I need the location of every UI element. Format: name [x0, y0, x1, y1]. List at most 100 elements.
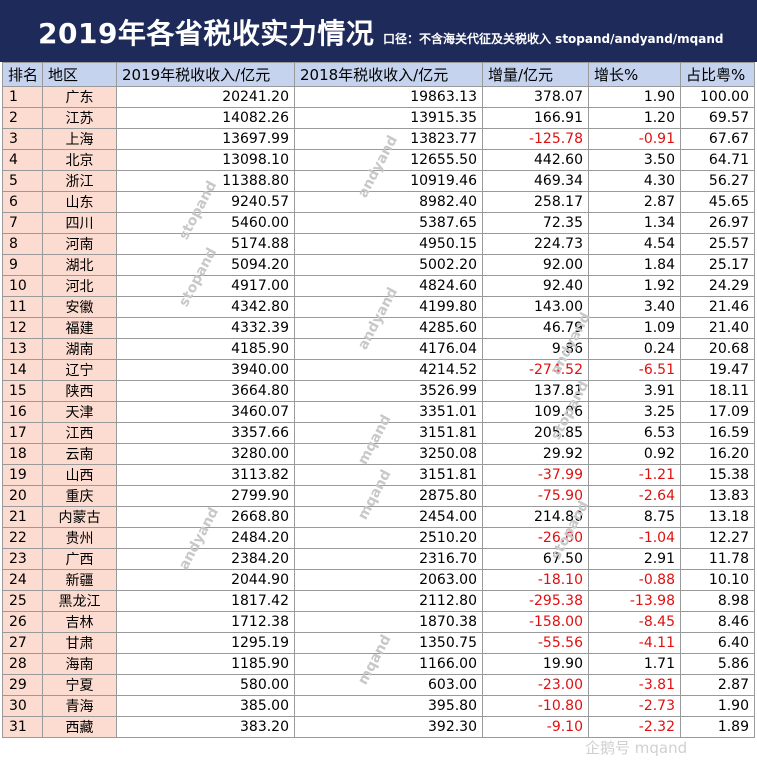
- increment-cell: 9.86: [482, 338, 589, 360]
- rank-cell: 17: [2, 422, 43, 444]
- growth-cell: 0.92: [588, 443, 681, 465]
- increment-cell: 72.35: [482, 212, 589, 234]
- table-row: 23 广西 2384.20 2316.70 67.50 2.91 11.78: [2, 548, 755, 570]
- growth-cell: 1.20: [588, 107, 681, 129]
- growth-cell: 1.92: [588, 275, 681, 297]
- region-cell: 上海: [42, 128, 117, 150]
- region-cell: 山西: [42, 464, 117, 486]
- revenue-2018-cell: 4176.04: [294, 338, 483, 360]
- revenue-2019-cell: 4332.39: [116, 317, 295, 339]
- revenue-2018-cell: 2510.20: [294, 527, 483, 549]
- rank-cell: 28: [2, 653, 43, 675]
- growth-cell: 1.90: [588, 86, 681, 108]
- table-row: 19 山西 3113.82 3151.81 -37.99 -1.21 15.38: [2, 464, 755, 486]
- increment-cell: -37.99: [482, 464, 589, 486]
- revenue-2018-cell: 4214.52: [294, 359, 483, 381]
- revenue-2019-cell: 5094.20: [116, 254, 295, 276]
- revenue-2018-cell: 13823.77: [294, 128, 483, 150]
- increment-cell: -158.00: [482, 611, 589, 633]
- share-cell: 13.18: [680, 506, 755, 528]
- share-cell: 12.27: [680, 527, 755, 549]
- revenue-2019-cell: 3357.66: [116, 422, 295, 444]
- rank-cell: 27: [2, 632, 43, 654]
- table-row: 15 陕西 3664.80 3526.99 137.81 3.91 18.11: [2, 380, 755, 402]
- revenue-2019-cell: 3113.82: [116, 464, 295, 486]
- rank-cell: 1: [2, 86, 43, 108]
- table-row: 14 辽宁 3940.00 4214.52 -274.52 -6.51 19.47: [2, 359, 755, 381]
- caliber-note: 口径：不含海关代征及关税收入 stopand/andyand/mqand: [383, 32, 724, 46]
- share-cell: 11.78: [680, 548, 755, 570]
- share-cell: 26.97: [680, 212, 755, 234]
- table-row: 31 西藏 383.20 392.30 -9.10 -2.32 1.89: [2, 716, 755, 738]
- increment-cell: 92.00: [482, 254, 589, 276]
- rank-cell: 15: [2, 380, 43, 402]
- increment-cell: 143.00: [482, 296, 589, 318]
- table-row: 4 北京 13098.10 12655.50 442.60 3.50 64.71: [2, 149, 755, 171]
- region-cell: 黑龙江: [42, 590, 117, 612]
- rank-cell: 16: [2, 401, 43, 423]
- rank-cell: 9: [2, 254, 43, 276]
- revenue-2019-cell: 5174.88: [116, 233, 295, 255]
- rank-cell: 14: [2, 359, 43, 381]
- revenue-2019-cell: 9240.57: [116, 191, 295, 213]
- share-cell: 1.90: [680, 695, 755, 717]
- share-cell: 15.38: [680, 464, 755, 486]
- growth-cell: -13.98: [588, 590, 681, 612]
- region-cell: 新疆: [42, 569, 117, 591]
- revenue-2019-cell: 3940.00: [116, 359, 295, 381]
- table-row: 1 广东 20241.20 19863.13 378.07 1.90 100.00: [2, 86, 755, 108]
- growth-cell: 1.34: [588, 212, 681, 234]
- rank-cell: 24: [2, 569, 43, 591]
- revenue-2018-cell: 2063.00: [294, 569, 483, 591]
- growth-cell: 1.09: [588, 317, 681, 339]
- share-cell: 24.29: [680, 275, 755, 297]
- table-row: 26 吉林 1712.38 1870.38 -158.00 -8.45 8.46: [2, 611, 755, 633]
- rank-cell: 12: [2, 317, 43, 339]
- table-row: 30 青海 385.00 395.80 -10.80 -2.73 1.90: [2, 695, 755, 717]
- increment-cell: 442.60: [482, 149, 589, 171]
- table-row: 28 海南 1185.90 1166.00 19.90 1.71 5.86: [2, 653, 755, 675]
- table-row: 10 河北 4917.00 4824.60 92.40 1.92 24.29: [2, 275, 755, 297]
- revenue-2018-cell: 19863.13: [294, 86, 483, 108]
- revenue-2019-cell: 5460.00: [116, 212, 295, 234]
- increment-cell: -274.52: [482, 359, 589, 381]
- revenue-2019-cell: 3460.07: [116, 401, 295, 423]
- rank-cell: 31: [2, 716, 43, 738]
- growth-cell: -2.64: [588, 485, 681, 507]
- share-cell: 69.57: [680, 107, 755, 129]
- growth-cell: -4.11: [588, 632, 681, 654]
- growth-cell: -3.81: [588, 674, 681, 696]
- rank-cell: 11: [2, 296, 43, 318]
- growth-cell: -1.04: [588, 527, 681, 549]
- share-cell: 2.87: [680, 674, 755, 696]
- share-cell: 13.83: [680, 485, 755, 507]
- table-row: 6 山东 9240.57 8982.40 258.17 2.87 45.65: [2, 191, 755, 213]
- revenue-2019-cell: 385.00: [116, 695, 295, 717]
- rank-cell: 8: [2, 233, 43, 255]
- page-title: 2019年各省税收实力情况: [38, 17, 375, 50]
- rank-cell: 23: [2, 548, 43, 570]
- growth-cell: -2.32: [588, 716, 681, 738]
- increment-cell: -10.80: [482, 695, 589, 717]
- growth-cell: 4.30: [588, 170, 681, 192]
- share-cell: 100.00: [680, 86, 755, 108]
- revenue-2019-cell: 383.20: [116, 716, 295, 738]
- revenue-2018-cell: 1166.00: [294, 653, 483, 675]
- increment-cell: -26.00: [482, 527, 589, 549]
- increment-cell: -75.90: [482, 485, 589, 507]
- growth-cell: 2.91: [588, 548, 681, 570]
- region-cell: 贵州: [42, 527, 117, 549]
- rank-cell: 3: [2, 128, 43, 150]
- revenue-2018-cell: 1350.75: [294, 632, 483, 654]
- increment-cell: 46.79: [482, 317, 589, 339]
- region-cell: 湖北: [42, 254, 117, 276]
- rank-cell: 21: [2, 506, 43, 528]
- growth-cell: 3.91: [588, 380, 681, 402]
- rank-cell: 6: [2, 191, 43, 213]
- region-cell: 宁夏: [42, 674, 117, 696]
- revenue-2019-cell: 20241.20: [116, 86, 295, 108]
- share-cell: 6.40: [680, 632, 755, 654]
- rank-cell: 7: [2, 212, 43, 234]
- table-row: 24 新疆 2044.90 2063.00 -18.10 -0.88 10.10: [2, 569, 755, 591]
- revenue-2019-cell: 1712.38: [116, 611, 295, 633]
